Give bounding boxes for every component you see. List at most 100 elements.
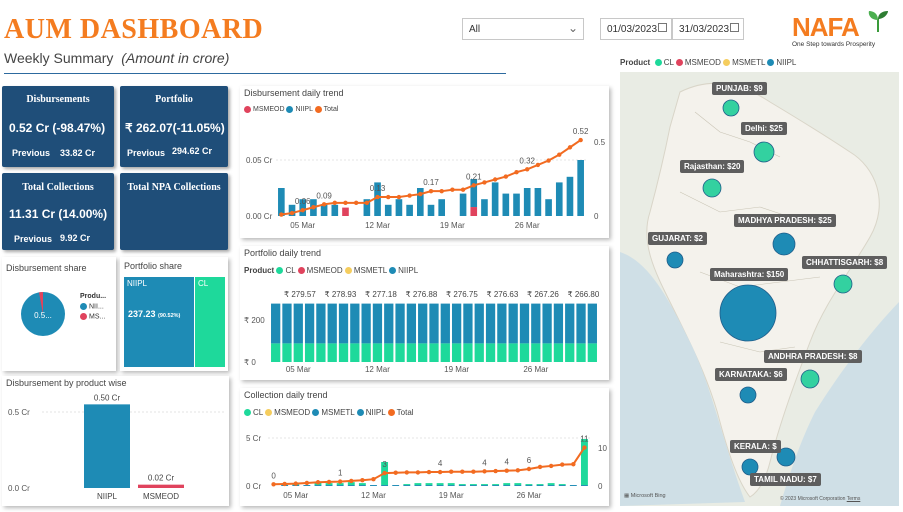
bar-niipl[interactable] (485, 303, 496, 344)
bar-niipl[interactable] (577, 160, 584, 216)
bar-niipl[interactable] (458, 485, 466, 486)
bar-niipl[interactable] (514, 485, 522, 486)
bar-niipl[interactable] (381, 485, 389, 486)
legend-item-msmeod[interactable]: MSMEOD (244, 106, 285, 113)
bar-cl[interactable] (519, 343, 530, 362)
legend-item-niipl[interactable]: NIIPL (389, 266, 418, 275)
bar-niipl[interactable] (481, 485, 488, 486)
legend-item-msmeod[interactable]: MSMEOD (297, 266, 343, 275)
bar-niipl[interactable] (278, 188, 285, 216)
bar-cl[interactable] (485, 343, 496, 362)
bar-niipl[interactable] (372, 303, 383, 344)
bar-cl[interactable] (481, 484, 488, 486)
bar-niipl[interactable] (304, 303, 315, 344)
bar-cl[interactable] (451, 343, 462, 362)
bar-cl[interactable] (282, 343, 292, 362)
bar-cl[interactable] (536, 484, 544, 486)
bar-niipl[interactable] (314, 485, 322, 486)
bar-niipl[interactable] (565, 303, 575, 344)
legend-item-cl[interactable]: CL (654, 58, 674, 67)
calendar-icon[interactable] (730, 23, 739, 32)
bar-niipl[interactable] (513, 193, 520, 216)
legend-item-total[interactable]: Total (314, 106, 338, 113)
treemap-tile-niipl[interactable]: NIIPL 237.23 (90.52%) (124, 277, 194, 367)
bar-niipl[interactable] (569, 485, 577, 486)
bar-cl[interactable] (503, 483, 511, 486)
bar-cl[interactable] (474, 343, 484, 362)
bar-cl[interactable] (293, 343, 303, 362)
legend-item-msmetl[interactable]: MSMETL (723, 58, 765, 67)
portfolio-card[interactable]: Portfolio ₹ 262.07(-11.05%) Previous 294… (120, 86, 228, 167)
map-label-madhya-pradesh[interactable]: MADHYA PRADESH: $25 (734, 214, 836, 227)
bar-cl[interactable] (531, 343, 541, 362)
map-label-chhattisgarh[interactable]: CHHATTISGARH: $8 (802, 256, 888, 269)
bar-niipl[interactable] (587, 303, 597, 344)
legend-item-niipl[interactable]: NIIPL (286, 106, 313, 113)
bar-niipl[interactable] (429, 303, 439, 344)
bar-cl[interactable] (458, 484, 466, 486)
bar-niipl[interactable] (293, 303, 303, 344)
bar-niipl[interactable] (406, 204, 413, 216)
disbursement-trend-chart[interactable]: 0.05 Cr 0.00 Cr 0.5 0 0.06 0.09 0.13 0.17 0.21 0.… (240, 86, 609, 238)
bar-niipl[interactable] (542, 303, 552, 344)
bar-niipl[interactable] (497, 303, 507, 344)
bar-niipl[interactable] (271, 303, 281, 344)
legend-item-msmeod[interactable]: MS... (80, 313, 106, 321)
total-npa-card[interactable]: Total NPA Collections (120, 173, 228, 250)
bar-niipl[interactable] (325, 485, 333, 486)
bar-niipl[interactable] (491, 182, 499, 216)
india-map[interactable]: PUNJAB: $9 Delhi: $25 Rajasthan: $20 MAD… (620, 72, 899, 506)
bar-niipl[interactable] (553, 303, 564, 344)
bar-cl[interactable] (469, 484, 477, 486)
bar-niipl[interactable] (470, 179, 478, 208)
legend-item-msmetl[interactable]: MSMETL (312, 408, 354, 417)
start-date-input[interactable]: 01/03/2023 (600, 18, 672, 40)
bar-cl[interactable] (497, 343, 507, 362)
bar-cl[interactable] (336, 483, 344, 486)
bar-niipl[interactable] (555, 182, 563, 216)
bar-cl[interactable] (358, 483, 366, 486)
bar-cl[interactable] (508, 343, 518, 362)
end-date-input[interactable]: 31/03/2023 (672, 18, 744, 40)
bar-niipl[interactable] (414, 485, 422, 486)
bar-niipl[interactable] (545, 199, 552, 216)
bar-cl[interactable] (338, 343, 349, 362)
bar-niipl[interactable] (436, 485, 444, 486)
bar-niipl[interactable] (566, 176, 574, 216)
legend-item-niipl[interactable]: NIIPL (767, 58, 796, 67)
map-label-delhi[interactable]: Delhi: $25 (741, 122, 787, 135)
bar-cl[interactable] (384, 343, 394, 362)
map-label-karnataka[interactable]: KARNATAKA: $6 (715, 368, 787, 381)
map-label-maharashtra[interactable]: Maharashtra: $150 (710, 268, 789, 281)
map-label-gujarat[interactable]: GUJARAT: $2 (648, 232, 707, 245)
legend-item-msmetl[interactable]: MSMETL (344, 266, 387, 275)
legend-item-niipl[interactable]: NIIPL (356, 408, 385, 417)
bar-niipl[interactable] (525, 485, 533, 486)
bar-niipl[interactable] (350, 303, 360, 344)
bar-niipl[interactable] (338, 303, 349, 344)
map-label-rajasthan[interactable]: Rajasthan: $20 (680, 160, 745, 173)
bar-niipl[interactable] (474, 303, 484, 344)
bar-niipl[interactable] (503, 485, 511, 486)
bar-cl[interactable] (581, 438, 588, 486)
bar-niipl[interactable] (384, 303, 394, 344)
bar-cl[interactable] (587, 343, 597, 362)
bar-niipl[interactable] (395, 303, 405, 344)
bar-niipl[interactable] (303, 485, 311, 486)
bar-niipl[interactable] (403, 485, 411, 486)
bar-cl[interactable] (403, 484, 411, 486)
collection-trend-chart[interactable]: 5 Cr 0 Cr 10 0 0 1 3 4 4 4 6 11 05 Mar 12 Mar 19 Mar 26… (240, 388, 609, 506)
bar-cl[interactable] (492, 484, 500, 486)
bar-cl[interactable] (553, 343, 564, 362)
bar-niipl[interactable] (416, 188, 424, 216)
bar-cl[interactable] (514, 483, 522, 486)
bar-niipl[interactable] (502, 193, 510, 216)
bar-cl[interactable] (361, 343, 371, 362)
bar-cl[interactable] (440, 343, 450, 362)
bar-cl[interactable] (395, 343, 405, 362)
legend-item-msmeod[interactable]: MSMEOD (265, 408, 310, 417)
bar-niipl[interactable] (370, 485, 377, 486)
disbursement-share-pie[interactable]: 0.5... (18, 289, 68, 339)
product-wise-chart[interactable]: 0.5 Cr 0.0 Cr 0.50 Cr NIIPL 0.02 Cr MSMEOD (2, 376, 229, 506)
bar-cl[interactable] (542, 343, 552, 362)
